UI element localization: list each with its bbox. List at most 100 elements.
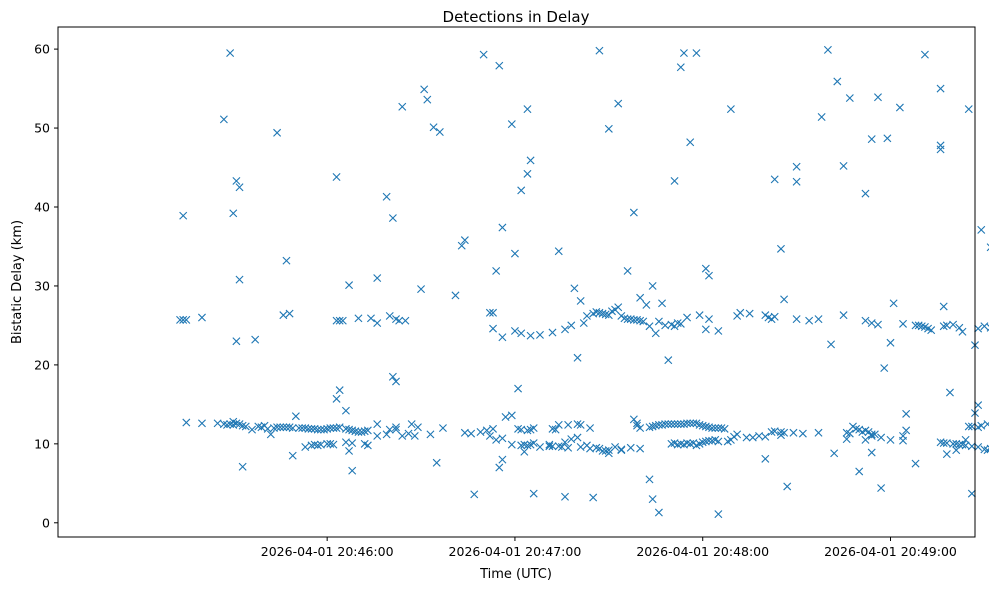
data-point (936, 145, 945, 154)
data-point (332, 316, 341, 325)
data-point (867, 431, 876, 440)
x-tick-label: 2026-04-01 20:48:00 (636, 544, 769, 559)
data-point (767, 428, 776, 436)
data-point (667, 420, 676, 429)
data-point (939, 302, 948, 311)
data-point (977, 225, 986, 234)
data-point (839, 161, 848, 170)
data-point (248, 425, 257, 434)
data-point (288, 451, 297, 460)
data-point (952, 446, 961, 455)
data-point (398, 102, 407, 111)
data-point (567, 435, 576, 444)
data-point (182, 315, 191, 324)
data-point (348, 439, 357, 448)
data-point (770, 312, 779, 321)
data-point (432, 458, 441, 467)
data-point (776, 431, 785, 440)
data-point (845, 429, 854, 438)
data-point (855, 467, 864, 476)
data-point (852, 424, 861, 433)
x-tick-label: 2026-04-01 20:47:00 (449, 544, 582, 559)
x-tick-label: 2026-04-01 20:46:00 (261, 544, 394, 559)
data-point (291, 412, 300, 421)
data-point (917, 322, 926, 331)
data-point (273, 423, 282, 432)
data-point (498, 223, 507, 232)
data-point (567, 321, 576, 330)
data-point (294, 424, 303, 433)
data-point (485, 431, 494, 440)
plot-area (58, 27, 975, 537)
data-point (883, 134, 892, 143)
data-point (392, 423, 400, 432)
data-point (720, 424, 729, 433)
data-point (714, 437, 723, 446)
y-tick-label: 60 (34, 42, 50, 57)
data-point (526, 331, 535, 340)
data-point (949, 320, 958, 329)
data-point (561, 438, 569, 447)
data-point (792, 162, 801, 171)
data-point (179, 211, 188, 220)
data-point (711, 424, 720, 433)
data-point (485, 308, 494, 317)
data-point (407, 420, 416, 429)
data-point (392, 377, 400, 386)
y-tick-label: 40 (34, 200, 50, 215)
data-point (373, 274, 382, 283)
data-point (176, 315, 185, 324)
data-point (639, 317, 648, 326)
data-point (902, 409, 911, 418)
data-point (535, 330, 544, 339)
data-point (219, 420, 228, 429)
data-point (329, 440, 338, 449)
data-point (326, 424, 335, 433)
data-point (686, 419, 695, 428)
data-point (964, 422, 973, 431)
data-point (679, 49, 688, 58)
data-point (345, 446, 354, 455)
data-point (873, 93, 882, 102)
data-point (579, 319, 588, 328)
data-point (776, 244, 785, 253)
data-point (341, 424, 350, 433)
data-point (805, 316, 814, 325)
data-point (495, 61, 504, 70)
data-point (507, 120, 516, 129)
data-point (410, 431, 419, 440)
data-point (814, 428, 823, 437)
data-point (714, 510, 723, 519)
data-point (313, 425, 322, 434)
data-point (179, 315, 188, 324)
data-point (470, 490, 479, 499)
data-point (320, 425, 329, 434)
data-point (423, 95, 432, 104)
data-point (570, 284, 579, 293)
data-point (676, 63, 685, 72)
data-point (313, 441, 322, 450)
data-point (783, 482, 792, 491)
data-point (398, 431, 407, 440)
data-point (698, 438, 707, 447)
data-point (241, 422, 250, 431)
x-tick-label: 2026-04-01 20:49:00 (824, 544, 957, 559)
data-point (899, 436, 908, 445)
data-point (229, 420, 238, 429)
data-point (686, 439, 695, 448)
data-point (232, 176, 241, 185)
data-point (385, 311, 394, 320)
data-point (366, 314, 375, 323)
data-point (223, 420, 231, 429)
data-point (341, 406, 350, 415)
data-point (701, 264, 710, 273)
data-point (614, 99, 623, 108)
data-point (435, 128, 444, 136)
data-point (761, 454, 770, 463)
data-point (792, 315, 801, 324)
data-point (335, 423, 344, 432)
data-point (867, 135, 876, 144)
data-point (489, 308, 498, 317)
data-point (792, 177, 801, 186)
